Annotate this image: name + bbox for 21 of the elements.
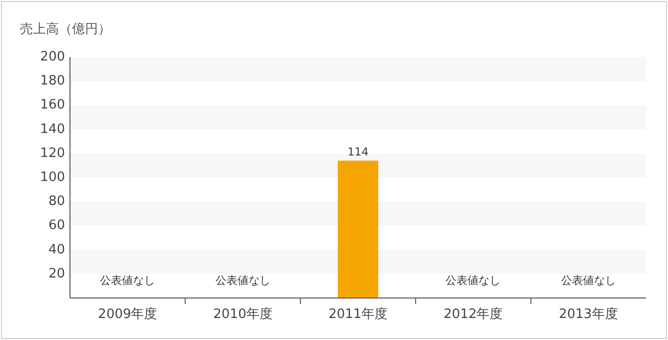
y-tick-label: 200 [40, 50, 65, 64]
y-tick-label: 160 [40, 98, 65, 113]
y-axis-title: 売上高（億円） [20, 21, 111, 37]
y-tick-label: 120 [40, 146, 65, 161]
y-tick-label: 20 [48, 266, 65, 282]
annotation: 公表値なし [215, 274, 270, 287]
data-label: 114 [348, 146, 368, 159]
annotation: 公表値なし [446, 274, 501, 287]
annotation: 公表値なし [100, 274, 156, 287]
y-tick-label: 100 [40, 170, 65, 185]
x-tick-label: 2013年度 [558, 306, 618, 322]
x-tick-label: 2009年度 [98, 306, 158, 322]
y-tick-label: 80 [48, 194, 65, 210]
x-tick-label: 2010年度 [213, 306, 272, 322]
y-tick-label: 40 [48, 242, 65, 258]
x-tick-label: 2012年度 [444, 306, 503, 322]
annotation: 公表値なし [560, 274, 616, 287]
y-tick-label: 180 [40, 74, 65, 89]
y-tick-label: 140 [40, 122, 65, 137]
x-tick-label: 2011年度 [328, 306, 388, 322]
y-tick-label: 60 [48, 218, 65, 234]
